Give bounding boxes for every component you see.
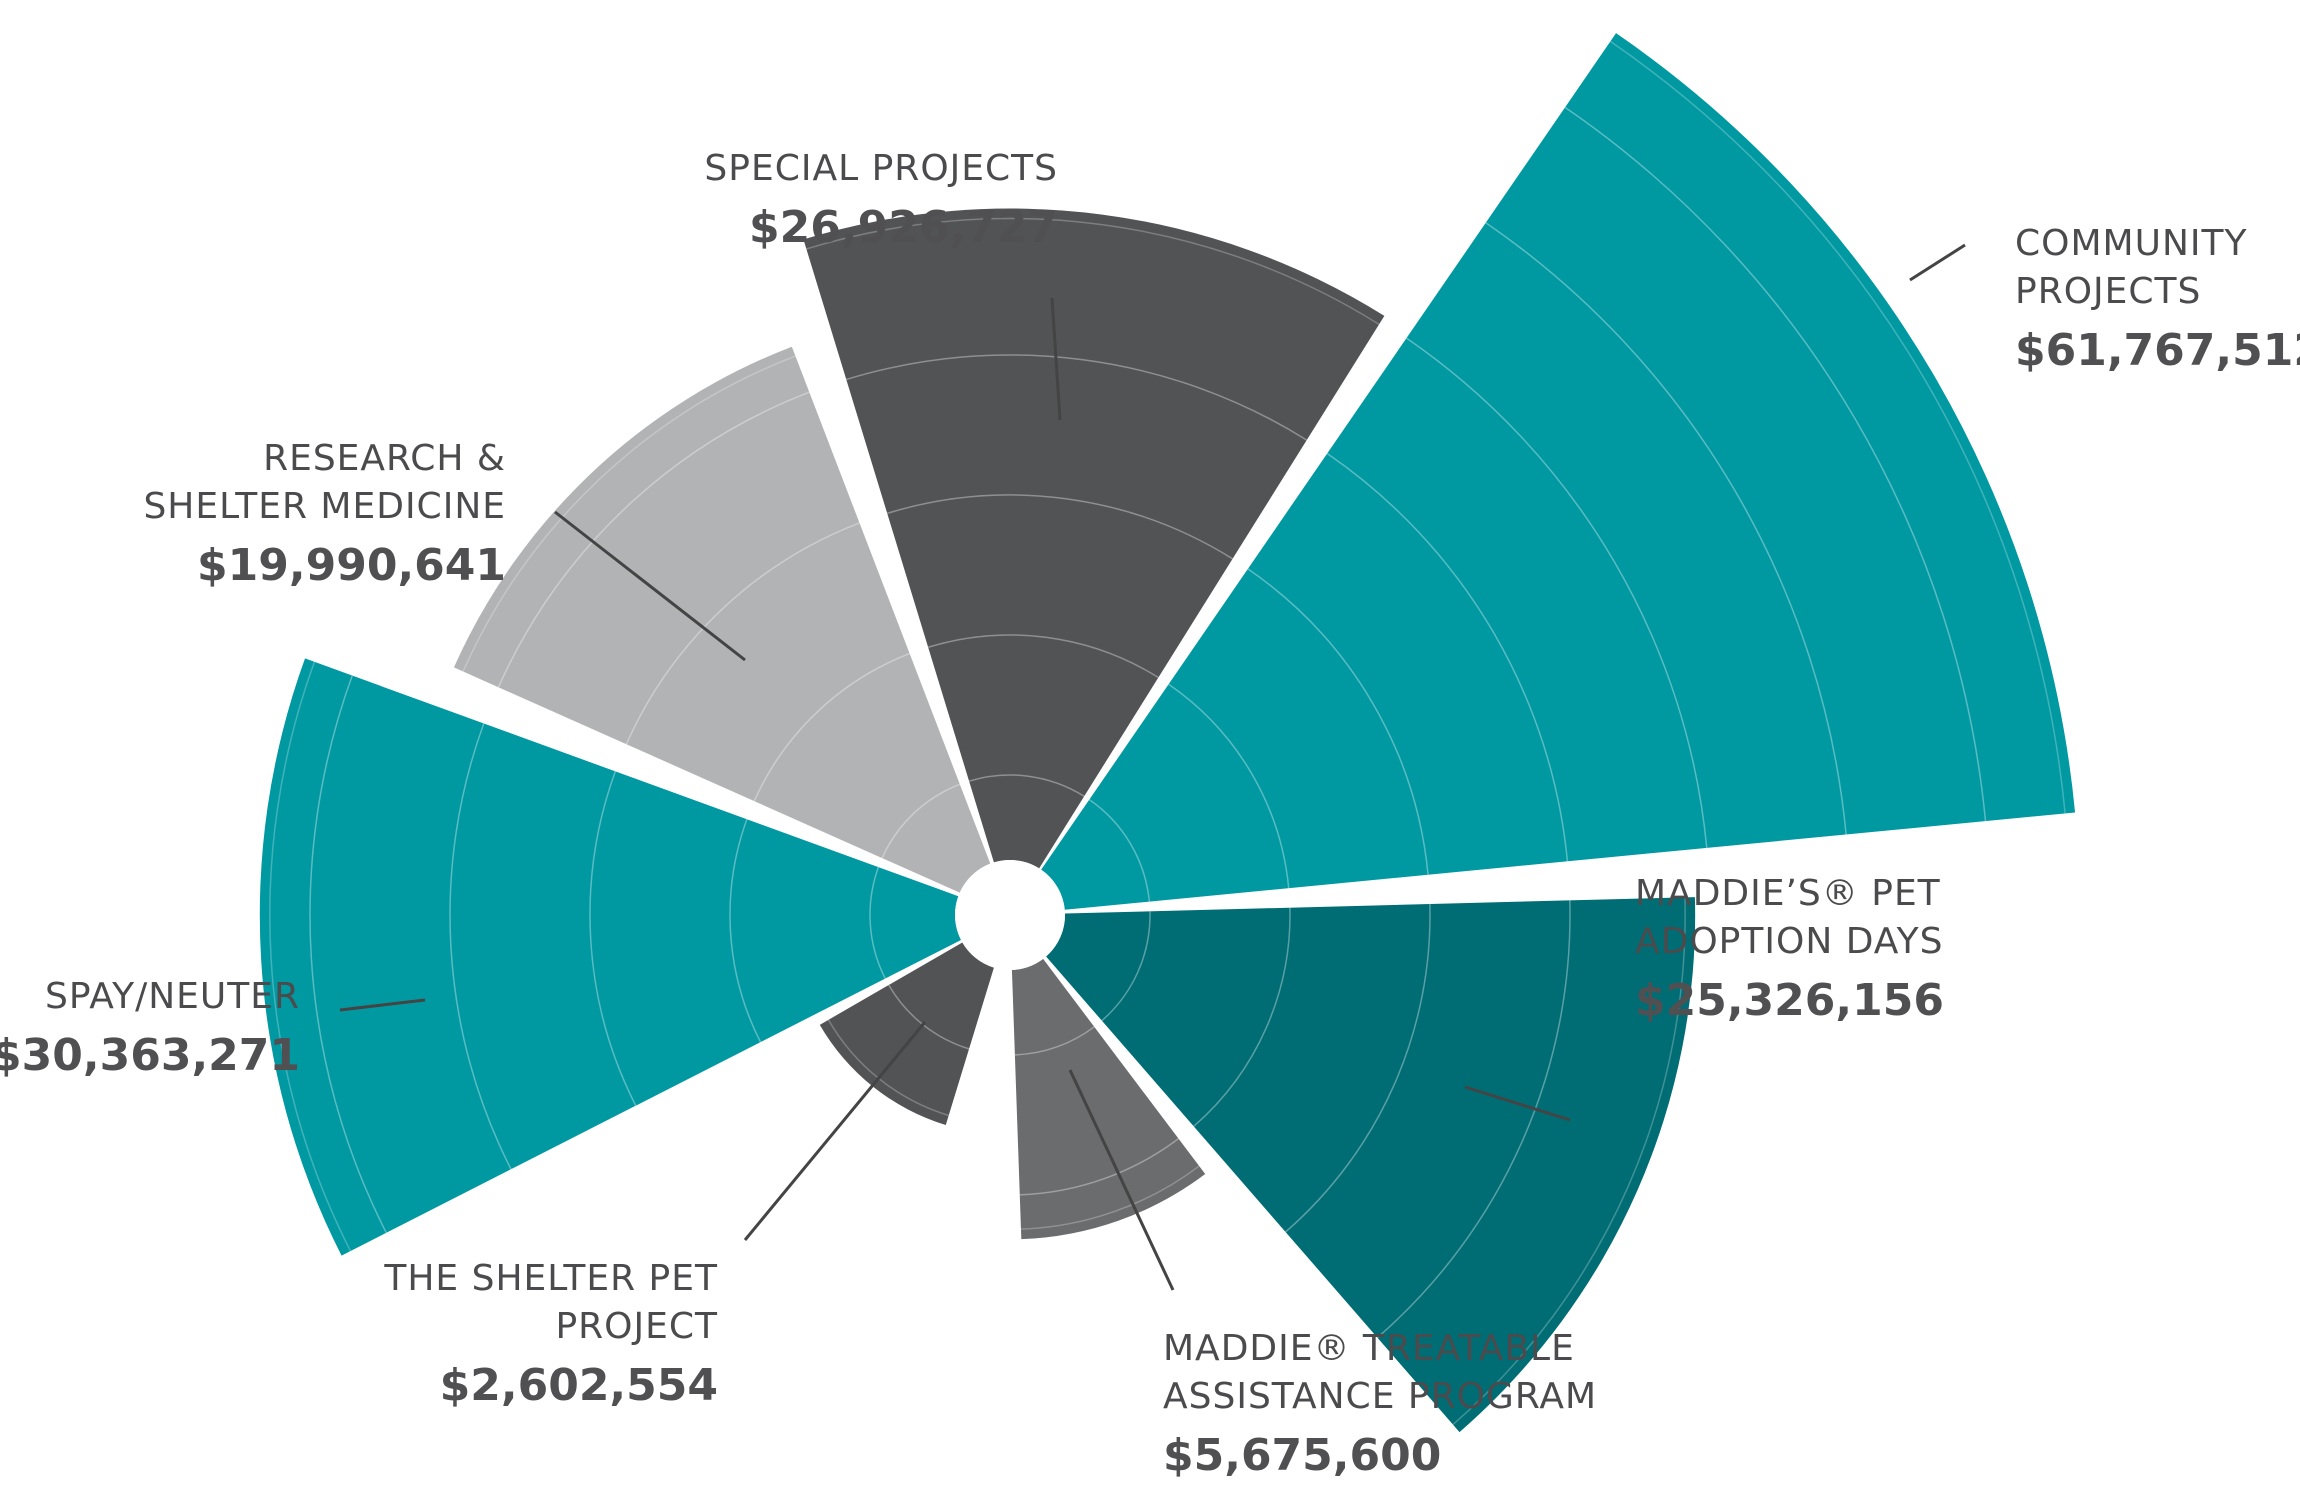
ring-research — [625, 522, 860, 745]
chart-rings — [269, 40, 2066, 1426]
label-name-line: SHELTER MEDICINE — [143, 486, 506, 527]
label-value: $2,602,554 — [440, 1360, 718, 1411]
ring-adoption_days — [1285, 903, 1431, 1233]
label-value: $5,675,600 — [1163, 1430, 1441, 1481]
label-value: $30,363,271 — [0, 1030, 300, 1081]
label-treatable: MADDIE® TREATABLE ASSISTANCE PROGRAM $5,67… — [1163, 1328, 1597, 1481]
ring-community — [1485, 222, 1847, 835]
leader-spay_neuter — [339, 998, 426, 1012]
ring-community — [1088, 799, 1151, 902]
ring-spay_neuter — [449, 723, 512, 1170]
chart-wedges — [259, 33, 2076, 1433]
label-research: RESEARCH & SHELTER MEDICINE $19,990,641 — [143, 438, 506, 591]
edge-ring-special — [806, 217, 1380, 325]
wedge-shelter_pet — [819, 942, 994, 1126]
slice-labels: COMMUNITY PROJECTS $61,767,512 MADDIE’S® PE… — [0, 148, 2300, 1481]
ring-community — [1406, 337, 1708, 848]
ring-spay_neuter — [729, 818, 762, 1043]
center-hub — [955, 860, 1065, 970]
ring-treatable — [1014, 1026, 1095, 1056]
leader-community — [1909, 243, 1966, 282]
leader-adoption_days — [1464, 1085, 1571, 1122]
label-community: COMMUNITY PROJECTS $61,767,512 — [2015, 223, 2300, 376]
ring-spay_neuter — [589, 771, 637, 1107]
wedge-spay_neuter — [259, 658, 961, 1256]
edge-ring-community — [1609, 40, 2066, 814]
ring-special — [846, 354, 1308, 441]
label-name-line: ADOPTION DAYS — [1635, 921, 1943, 962]
edge-ring-treatable — [1020, 1165, 1200, 1230]
ring-special — [968, 774, 1085, 797]
label-name-line: PROJECTS — [2015, 271, 2201, 312]
leader-special — [1050, 297, 1062, 421]
ring-community — [1326, 452, 1569, 862]
leader-research — [554, 510, 746, 662]
label-spay_neuter: SPAY/NEUTER $30,363,271 — [0, 976, 300, 1081]
wedge-treatable — [1011, 958, 1206, 1240]
ring-research — [497, 391, 810, 688]
label-value: $26,926,727 — [749, 202, 1058, 253]
wedge-community — [1041, 33, 2076, 910]
leader-treatable — [1068, 1069, 1175, 1291]
label-name-line: RESEARCH & — [263, 438, 506, 479]
label-name-line: MADDIE® TREATABLE — [1163, 1328, 1575, 1369]
wedge-adoption_days — [1046, 897, 1696, 1433]
edge-ring-adoption_days — [1452, 897, 1686, 1426]
label-value: $19,990,641 — [197, 540, 506, 591]
label-value: $25,326,156 — [1635, 975, 1944, 1026]
ring-community — [1564, 106, 1987, 822]
ring-spay_neuter — [309, 675, 387, 1234]
ring-research — [881, 783, 961, 859]
wedge-special — [803, 208, 1385, 869]
label-name-line: MADDIE’S® PET — [1635, 873, 1941, 914]
ring-adoption_days — [1193, 907, 1291, 1127]
leader-shelter_pet — [743, 1021, 927, 1241]
label-name-line: PROJECT — [555, 1306, 718, 1347]
label-name-line: ASSISTANCE PROGRAM — [1163, 1376, 1597, 1417]
ring-adoption_days — [1101, 911, 1151, 1022]
label-adoption_days: MADDIE’S® PET ADOPTION DAYS $25,326,156 — [1635, 873, 1944, 1026]
edge-ring-spay_neuter — [269, 661, 352, 1252]
label-shelter_pet: THE SHELTER PET PROJECT $2,602,554 — [383, 1258, 718, 1411]
ring-special — [927, 634, 1159, 679]
wedge-research — [453, 346, 991, 893]
label-special: SPECIAL PROJECTS $26,926,727 — [704, 148, 1058, 253]
leader-lines — [339, 243, 1966, 1291]
label-value: $61,767,512 — [2015, 325, 2300, 376]
ring-community — [1168, 683, 1290, 889]
edge-ring-research — [462, 355, 796, 672]
ring-community — [1247, 568, 1429, 875]
ring-adoption_days — [1376, 900, 1571, 1339]
ring-spay_neuter — [869, 866, 886, 979]
label-name-line: COMMUNITY — [2015, 223, 2247, 264]
label-name-line: SPAY/NEUTER — [45, 976, 300, 1017]
ring-research — [753, 652, 910, 802]
label-name-line: THE SHELTER PET — [383, 1258, 718, 1299]
ring-special — [886, 494, 1233, 560]
ring-treatable — [1019, 1138, 1179, 1196]
label-name-line: SPECIAL PROJECTS — [704, 148, 1058, 189]
